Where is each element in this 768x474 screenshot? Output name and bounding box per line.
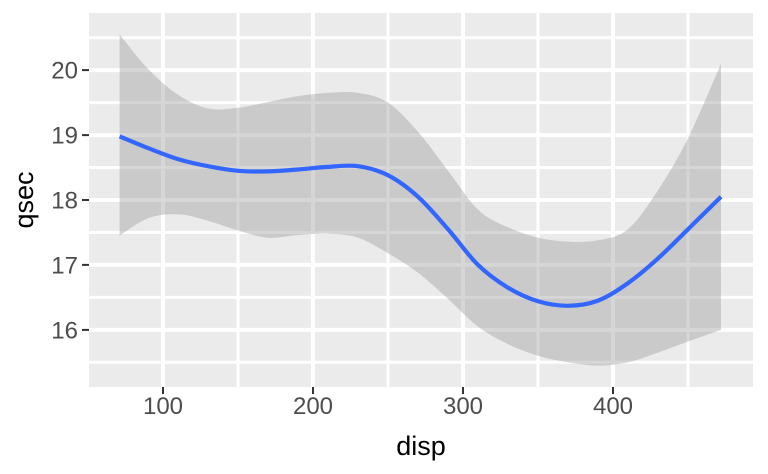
x-tick-label: 400: [593, 393, 633, 420]
x-tick-label: 200: [293, 393, 333, 420]
x-tick-label: 300: [443, 393, 483, 420]
y-tick-label: 20: [51, 58, 78, 85]
x-tick-label: 100: [143, 393, 183, 420]
y-tick-label: 17: [51, 252, 78, 279]
y-tick-label: 18: [51, 188, 78, 215]
smooth-line: [118, 134, 723, 308]
axes: 100 200 300 400 16 17 18 19 20: [51, 58, 633, 420]
y-axis-title: qsec: [9, 171, 39, 228]
major-gridlines: [89, 13, 753, 387]
x-axis-title: disp: [396, 431, 446, 461]
y-tick-label: 19: [51, 123, 78, 150]
loess-line: [118, 134, 723, 308]
y-tick-label: 16: [51, 317, 78, 344]
